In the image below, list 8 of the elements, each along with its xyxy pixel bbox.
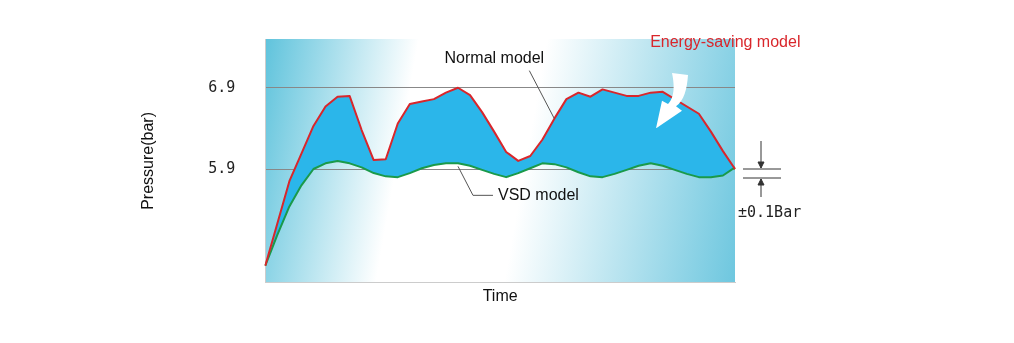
text: ±0.1Bar xyxy=(738,203,802,222)
y-tick-label: 5.9 xyxy=(208,158,236,177)
series-label: VSD model xyxy=(497,185,579,203)
annotation: Energy-saving model xyxy=(650,33,801,50)
y-axis-title: Pressure(bar) xyxy=(139,111,157,210)
x-axis-title: Time xyxy=(482,286,518,304)
series-label: Normal model xyxy=(444,48,545,66)
y-tick-label: 6.9 xyxy=(208,77,236,96)
